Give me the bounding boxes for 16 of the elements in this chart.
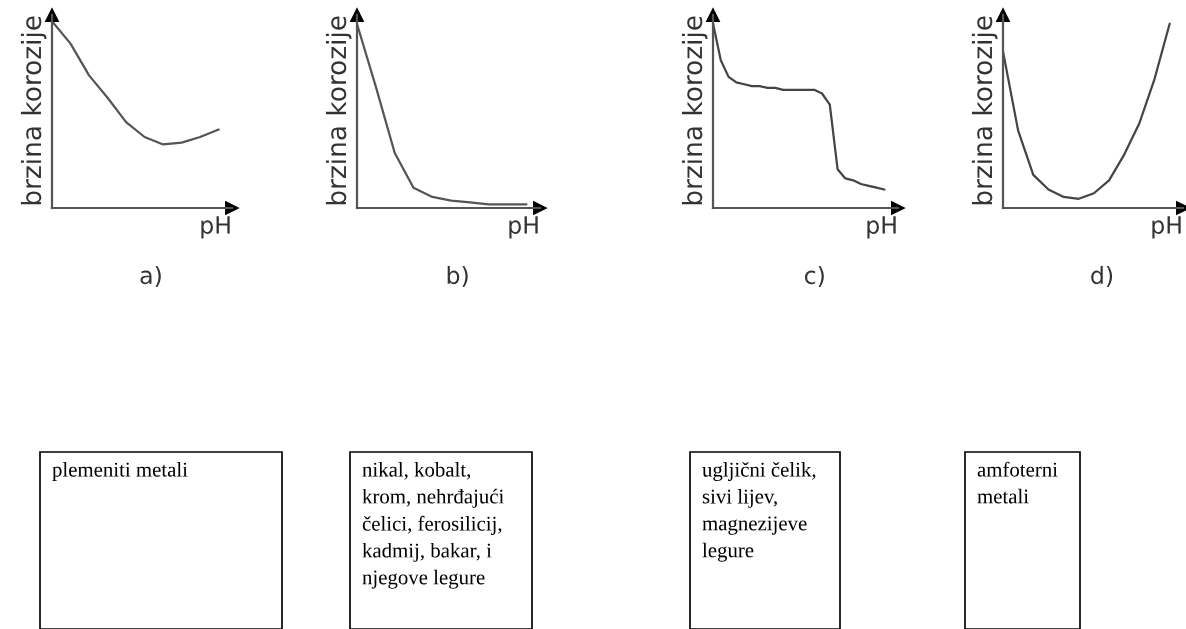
x-axis-title: pH <box>201 216 230 239</box>
x-axis-title: pH <box>509 216 538 239</box>
y-axis-title: brzina korozije <box>325 16 352 205</box>
y-axis-title: brzina korozije <box>20 16 47 205</box>
text: d) <box>1091 265 1113 287</box>
text: plemeniti metali <box>52 462 188 481</box>
x-axis-title: pH <box>867 216 896 239</box>
text: nikal, kobalt, krom, nehrđajući čelici, ferosilicij, kadmij, bakar, i njegove legure <box>362 462 504 589</box>
text: amfoterni metali <box>977 461 1058 504</box>
x-axis-title: pH <box>1152 216 1181 239</box>
text: ugljični čelik, sivi lijev, magnezijeve legure <box>702 462 816 562</box>
text: a) <box>140 265 161 287</box>
y-axis-title: brzina korozije <box>681 16 708 205</box>
y-axis-title: brzina korozije <box>971 16 998 205</box>
text: b) <box>447 265 468 287</box>
text: c) <box>804 265 824 287</box>
